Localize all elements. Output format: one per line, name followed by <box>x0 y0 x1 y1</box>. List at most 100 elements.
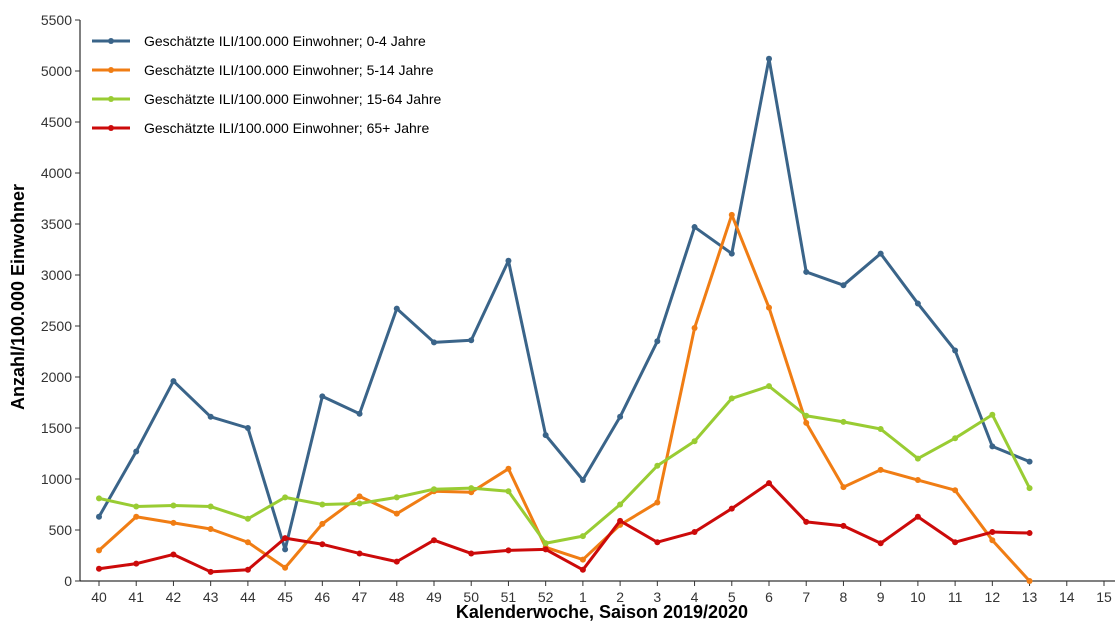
data-point <box>691 529 698 536</box>
x-tick-label: 15 <box>1096 589 1112 605</box>
x-tick-label: 51 <box>501 589 517 605</box>
y-axis-title: Anzahl/100.000 Einwohner <box>8 184 28 410</box>
data-point <box>1026 530 1033 537</box>
data-point <box>952 435 959 442</box>
x-tick-label: 45 <box>277 589 293 605</box>
legend-swatch-point <box>108 96 114 102</box>
data-point <box>505 465 512 472</box>
data-point <box>877 426 884 433</box>
x-tick-label: 5 <box>728 589 736 605</box>
data-point <box>989 529 996 536</box>
x-tick-label: 7 <box>802 589 810 605</box>
data-point <box>356 493 363 500</box>
data-point <box>989 443 996 450</box>
data-point <box>282 564 289 571</box>
x-tick-label: 12 <box>985 589 1001 605</box>
x-tick-label: 40 <box>91 589 107 605</box>
legend-swatch-point <box>108 125 114 131</box>
data-point <box>617 517 624 524</box>
data-point <box>803 268 810 275</box>
series-group <box>96 55 1033 553</box>
data-point <box>393 494 400 501</box>
legend-item: Geschätzte ILI/100.000 Einwohner; 65+ Ja… <box>92 120 429 136</box>
y-tick-label: 3500 <box>41 216 72 232</box>
data-point <box>1026 578 1033 584</box>
legend-item: Geschätzte ILI/100.000 Einwohner; 5-14 J… <box>92 62 434 78</box>
series-line <box>97 57 1032 551</box>
y-tick-label: 2000 <box>41 369 72 385</box>
data-point <box>654 338 661 345</box>
data-point <box>952 539 959 546</box>
data-point <box>282 546 289 553</box>
legend-swatch-point <box>108 38 114 44</box>
x-axis-ticks: 40 41 42 43 44 45 46 47 48 49 50 51 52 1 2 3 4 5 6 7 8 9 10 11 1… <box>91 581 1112 605</box>
data-point <box>691 325 698 332</box>
data-point <box>505 488 512 495</box>
data-point <box>170 551 177 558</box>
series-line <box>97 213 1032 583</box>
data-point <box>133 448 140 455</box>
data-point <box>840 522 847 529</box>
data-point <box>244 566 251 573</box>
x-tick-label: 13 <box>1022 589 1038 605</box>
data-point <box>766 480 772 487</box>
x-tick-label: 50 <box>463 589 479 605</box>
data-point <box>356 550 363 557</box>
data-point <box>393 305 400 312</box>
x-tick-label: 3 <box>653 589 661 605</box>
x-tick-label: 14 <box>1059 589 1075 605</box>
x-tick-label: 10 <box>910 589 926 605</box>
data-point <box>952 347 959 354</box>
y-tick-label: 3000 <box>41 267 72 283</box>
x-tick-label: 9 <box>877 589 885 605</box>
x-tick-label: 49 <box>426 589 442 605</box>
data-point <box>244 539 251 546</box>
data-point <box>356 500 363 507</box>
data-point <box>579 533 586 540</box>
y-tick-label: 1000 <box>41 471 72 487</box>
data-point <box>282 494 289 501</box>
data-point <box>728 395 735 402</box>
legend-label: Geschätzte ILI/100.000 Einwohner; 5-14 J… <box>144 62 434 78</box>
data-point <box>170 378 177 385</box>
y-tick-label: 5000 <box>41 63 72 79</box>
legend-label: Geschätzte ILI/100.000 Einwohner; 15-64 … <box>144 91 442 107</box>
y-axis-ticks: 0 500 1000 1500 2000 2500 3000 3500 4000 4500 5000… <box>41 12 80 589</box>
x-tick-label: 11 <box>948 589 963 605</box>
data-point <box>282 535 289 542</box>
data-point <box>393 510 400 517</box>
x-tick-label: 4 <box>691 589 699 605</box>
x-tick-label: 6 <box>765 589 773 605</box>
data-point <box>840 282 847 289</box>
data-point <box>877 466 884 473</box>
data-point <box>393 558 400 565</box>
x-tick-label: 47 <box>352 589 368 605</box>
y-tick-label: 5500 <box>41 12 72 28</box>
data-point <box>170 519 177 526</box>
data-point <box>691 438 698 445</box>
data-point <box>803 419 810 426</box>
data-point <box>840 484 847 491</box>
data-point <box>766 304 772 311</box>
data-point <box>803 412 810 419</box>
data-point <box>244 425 251 431</box>
legend: Geschätzte ILI/100.000 Einwohner; 0-4 Ja… <box>92 33 442 136</box>
legend-item: Geschätzte ILI/100.000 Einwohner; 15-64 … <box>92 91 442 107</box>
x-tick-label: 42 <box>166 589 182 605</box>
series-group <box>96 480 1033 575</box>
data-point <box>579 477 586 484</box>
data-point <box>319 393 326 400</box>
x-tick-label: 44 <box>240 589 256 605</box>
x-axis-title: Kalenderwoche, Saison 2019/2020 <box>456 602 748 622</box>
data-point <box>431 339 437 346</box>
data-point <box>766 55 772 62</box>
series-group <box>96 383 1033 547</box>
data-point <box>952 487 959 494</box>
data-point <box>505 257 512 264</box>
data-point <box>579 556 586 563</box>
data-point <box>319 501 326 508</box>
data-point <box>691 224 698 231</box>
data-point <box>244 515 251 522</box>
y-tick-label: 1500 <box>41 420 72 436</box>
data-point <box>96 495 102 502</box>
